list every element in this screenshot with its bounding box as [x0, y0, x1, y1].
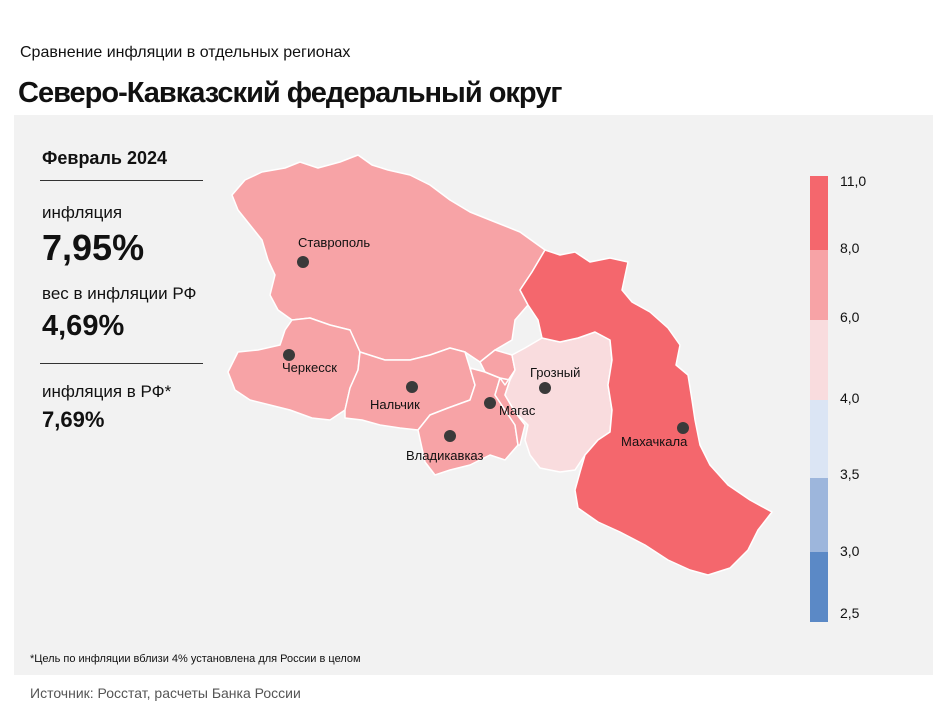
city-label-grozny: Грозный	[530, 365, 580, 380]
scale-segment-high	[810, 176, 828, 250]
inflation-label: инфляция	[42, 203, 123, 222]
city-marker-makhachkala[interactable]	[677, 422, 689, 434]
source-note: Источник: Росстат, расчеты Банка России	[30, 685, 301, 701]
city-labels: Ставрополь Черкесск Нальчик Владикавказ …	[282, 235, 688, 463]
city-label-nalchik: Нальчик	[370, 397, 420, 412]
scale-label-3: 3,0	[840, 543, 860, 559]
divider-bottom	[40, 363, 203, 364]
city-label-vladikavkaz: Владикавказ	[406, 448, 484, 463]
city-marker-stavropol[interactable]	[297, 256, 309, 268]
city-marker-cherkessk[interactable]	[283, 349, 295, 361]
footnote: *Цель по инфляции вблизи 4% установлена …	[30, 653, 361, 665]
city-marker-nalchik[interactable]	[406, 381, 418, 393]
city-label-makhachkala: Махачкала	[621, 434, 688, 449]
city-marker-vladikavkaz[interactable]	[444, 430, 456, 442]
weight-value: 4,69%	[42, 310, 125, 342]
scale-segment-blue-mid	[810, 478, 828, 552]
scale-segment-low	[810, 320, 828, 400]
scale-label-11: 11,0	[840, 173, 867, 189]
weight-label: вес в инфляции РФ	[42, 284, 197, 303]
region-karachay-cherkessia[interactable]	[227, 317, 361, 421]
rf-inflation-value: 7,69%	[42, 407, 105, 432]
inflation-value: 7,95%	[42, 227, 145, 268]
scale-segment-blue-light	[810, 400, 828, 478]
scale-label-8: 8,0	[840, 240, 860, 256]
color-scale-legend	[810, 176, 828, 622]
city-label-magas: Магас	[499, 403, 536, 418]
scale-label-4: 4,0	[840, 390, 860, 406]
scale-label-6: 6,0	[840, 309, 860, 325]
scale-segment-mid	[810, 250, 828, 320]
city-markers	[283, 256, 689, 442]
page-title: Северо-Кавказский федеральный округ	[18, 77, 562, 109]
city-marker-magas[interactable]	[484, 397, 496, 409]
rf-inflation-label: инфляция в РФ*	[42, 382, 172, 401]
region-stavropol[interactable]	[231, 154, 546, 363]
region-dagestan[interactable]	[519, 249, 773, 576]
period-label: Февраль 2024	[42, 148, 167, 168]
scale-segment-blue-dark	[810, 552, 828, 622]
page-subtitle: Сравнение инфляции в отдельных регионах	[20, 44, 351, 61]
city-label-cherkessk: Черкесск	[282, 360, 337, 375]
scale-label-2-5: 2,5	[840, 605, 860, 621]
divider-top	[40, 180, 203, 181]
city-label-stavropol: Ставрополь	[298, 235, 370, 250]
scale-label-3-5: 3,5	[840, 466, 860, 482]
city-marker-grozny[interactable]	[539, 382, 551, 394]
